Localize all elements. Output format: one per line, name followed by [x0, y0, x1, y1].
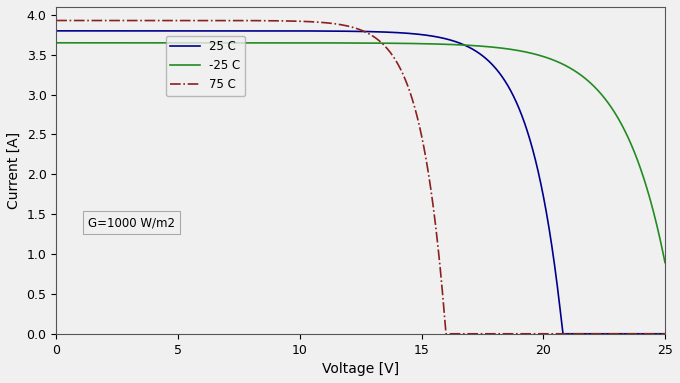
75 C — [172, 18, 180, 23]
Line: 25 C: 25 C — [56, 31, 665, 334]
75 C — [661, 331, 669, 336]
-25 C — [298, 41, 306, 45]
75 C — [536, 331, 544, 336]
-25 C — [661, 260, 669, 265]
25 C — [172, 29, 180, 33]
-25 C — [284, 41, 292, 45]
-25 C — [52, 41, 61, 45]
25 C — [298, 29, 306, 33]
75 C — [442, 331, 450, 336]
Text: G=1000 W/m2: G=1000 W/m2 — [88, 216, 175, 229]
-25 C — [375, 41, 383, 46]
-25 C — [524, 50, 532, 55]
25 C — [524, 132, 532, 137]
X-axis label: Voltage [V]: Voltage [V] — [322, 362, 399, 376]
25 C — [52, 29, 61, 33]
Legend: 25 C, -25 C, 75 C: 25 C, -25 C, 75 C — [166, 36, 245, 96]
25 C — [284, 29, 292, 33]
25 C — [375, 29, 383, 34]
25 C — [661, 331, 669, 336]
75 C — [375, 38, 383, 43]
-25 C — [172, 41, 180, 45]
25 C — [536, 177, 544, 181]
75 C — [298, 19, 306, 24]
75 C — [52, 18, 61, 23]
75 C — [524, 331, 532, 336]
75 C — [284, 19, 292, 23]
-25 C — [536, 53, 544, 58]
Y-axis label: Current [A]: Current [A] — [7, 132, 21, 209]
Line: -25 C: -25 C — [56, 43, 665, 262]
25 C — [559, 331, 567, 336]
Line: 75 C: 75 C — [56, 21, 665, 334]
